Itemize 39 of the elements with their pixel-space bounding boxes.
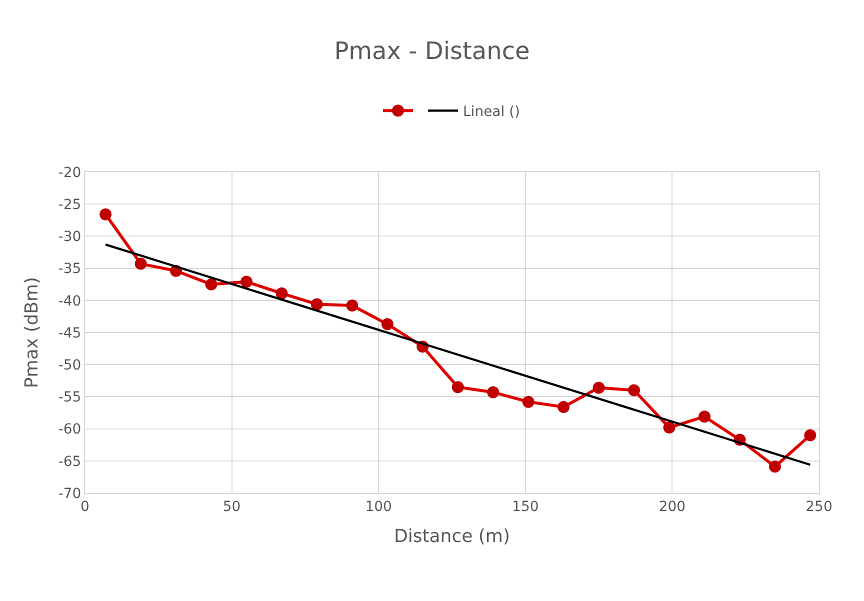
x-tick-label: 100 [365, 498, 392, 515]
point [346, 300, 358, 312]
point [310, 298, 323, 310]
chart-title: Pmax - Distance [334, 36, 530, 65]
point [592, 382, 605, 394]
x-tick-label: 250 [806, 498, 832, 515]
point [487, 386, 500, 398]
point [804, 429, 816, 442]
y-tick-label: -25 [58, 197, 82, 213]
point [768, 460, 781, 473]
point [381, 318, 394, 330]
x-axis-title: Distance (m) [394, 526, 510, 547]
x-tick-label: 50 [222, 498, 241, 515]
point [452, 381, 464, 394]
point [100, 208, 112, 220]
y-tick-label: -65 [58, 454, 82, 470]
y-tick-label: -50 [58, 358, 82, 374]
y-tick-label: -60 [58, 422, 82, 438]
point [698, 410, 710, 423]
y-tick-label: -70 [58, 486, 82, 502]
legend-label: Lineal () [463, 104, 520, 120]
y-axis-title: Pmax (dBm) [22, 276, 43, 388]
point [558, 400, 570, 413]
y-tick-label: -45 [58, 325, 82, 342]
x-tick-label: 150 [512, 498, 539, 515]
point [134, 258, 147, 270]
y-tick-label: -30 [58, 229, 82, 246]
x-tick-label: 200 [658, 498, 686, 515]
y-tick-label: -40 [58, 293, 82, 310]
point [522, 396, 534, 408]
point [276, 287, 288, 300]
x-tick-label: 0 [80, 498, 90, 515]
y-tick-label: -35 [58, 261, 82, 278]
point [240, 276, 252, 288]
point [628, 384, 640, 396]
point [663, 422, 676, 434]
point [205, 278, 218, 290]
y-tick-label: -55 [58, 390, 82, 406]
y-tick-label: -20 [58, 164, 82, 181]
